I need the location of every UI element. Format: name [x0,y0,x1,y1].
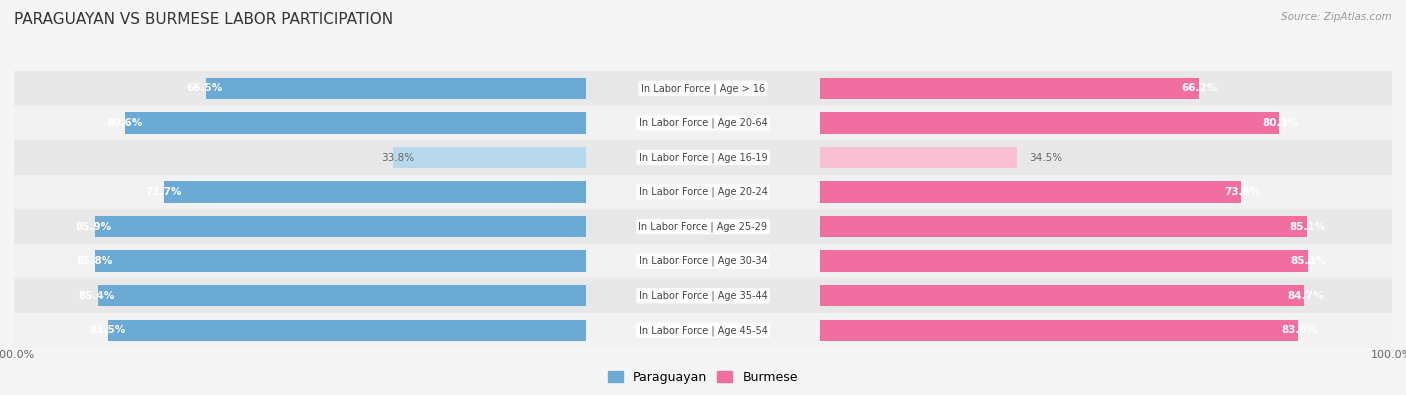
Bar [820,78,1199,99]
Bar [94,216,586,237]
Bar [586,175,820,209]
Bar [820,278,1392,313]
Bar [586,209,820,244]
Text: 80.6%: 80.6% [105,118,142,128]
Bar [820,209,1392,244]
Text: 73.6%: 73.6% [1223,187,1260,197]
Bar [14,209,586,244]
Bar [820,181,1241,203]
Bar [205,78,586,99]
Text: 85.1%: 85.1% [1289,222,1326,231]
Bar [586,278,820,313]
Text: Source: ZipAtlas.com: Source: ZipAtlas.com [1281,12,1392,22]
Text: In Labor Force | Age 16-19: In Labor Force | Age 16-19 [638,152,768,163]
Text: 85.8%: 85.8% [76,256,112,266]
Bar [820,285,1305,307]
Bar [820,313,1392,348]
Text: In Labor Force | Age 20-64: In Labor Force | Age 20-64 [638,118,768,128]
Bar [820,147,1018,168]
Text: In Labor Force | Age 30-34: In Labor Force | Age 30-34 [638,256,768,267]
Bar [14,244,586,278]
Bar [586,313,820,348]
Text: 85.9%: 85.9% [76,222,112,231]
Bar [586,71,820,106]
Text: 84.7%: 84.7% [1288,291,1324,301]
Text: 83.6%: 83.6% [1281,325,1317,335]
Text: 85.4%: 85.4% [79,291,115,301]
Bar [820,106,1392,140]
Text: 33.8%: 33.8% [381,152,415,162]
Text: 83.5%: 83.5% [90,325,125,335]
Bar [820,244,1392,278]
Bar [14,140,586,175]
Bar [108,320,586,341]
Text: PARAGUAYAN VS BURMESE LABOR PARTICIPATION: PARAGUAYAN VS BURMESE LABOR PARTICIPATIO… [14,12,394,27]
Bar [820,320,1298,341]
Bar [125,112,586,134]
Bar [97,285,586,307]
Bar [14,278,586,313]
Bar [820,140,1392,175]
Bar [820,71,1392,106]
Bar [820,175,1392,209]
Bar [14,175,586,209]
Text: In Labor Force | Age 25-29: In Labor Force | Age 25-29 [638,221,768,232]
Text: 80.3%: 80.3% [1263,118,1298,128]
Text: 34.5%: 34.5% [1029,152,1062,162]
Text: 73.7%: 73.7% [145,187,181,197]
Text: In Labor Force | Age 35-44: In Labor Force | Age 35-44 [638,290,768,301]
Bar [96,250,586,272]
Bar [820,112,1279,134]
Bar [14,106,586,140]
Bar [586,140,820,175]
Text: 66.5%: 66.5% [187,83,222,93]
Bar [586,106,820,140]
Legend: Paraguayan, Burmese: Paraguayan, Burmese [603,366,803,389]
Text: In Labor Force | Age 45-54: In Labor Force | Age 45-54 [638,325,768,336]
Text: In Labor Force | Age > 16: In Labor Force | Age > 16 [641,83,765,94]
Bar [165,181,586,203]
Text: 66.2%: 66.2% [1181,83,1218,93]
Text: In Labor Force | Age 20-24: In Labor Force | Age 20-24 [638,187,768,198]
Bar [820,250,1308,272]
Text: 85.3%: 85.3% [1291,256,1327,266]
Bar [392,147,586,168]
Bar [14,313,586,348]
Bar [586,244,820,278]
Bar [820,216,1306,237]
Bar [14,71,586,106]
